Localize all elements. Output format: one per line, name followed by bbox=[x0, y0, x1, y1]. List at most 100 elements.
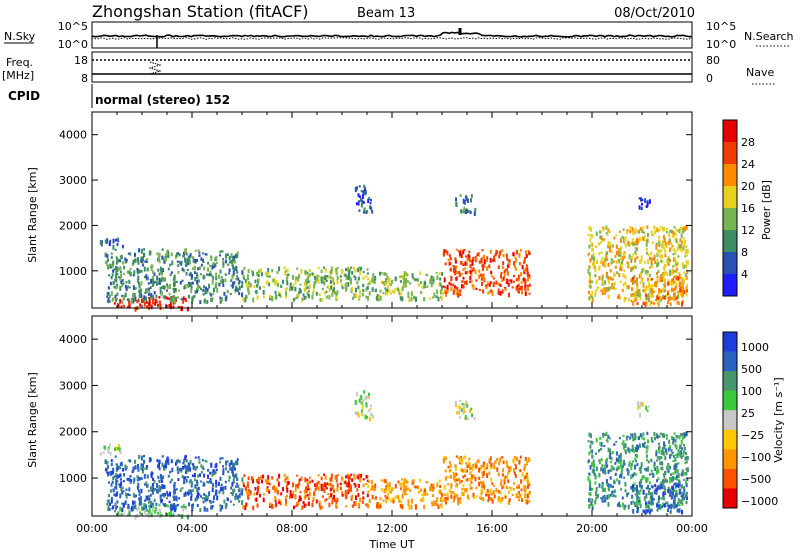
data-cell bbox=[455, 248, 458, 251]
data-cell bbox=[173, 496, 176, 501]
data-cell bbox=[372, 486, 375, 491]
data-cell bbox=[305, 279, 308, 284]
data-cell bbox=[153, 498, 156, 503]
data-cell bbox=[341, 494, 344, 497]
data-cell bbox=[524, 279, 527, 285]
data-cell bbox=[602, 433, 605, 436]
x-tick-label: 00:00 bbox=[676, 522, 708, 535]
data-cell bbox=[594, 292, 597, 297]
data-cell bbox=[305, 489, 308, 494]
data-cell bbox=[261, 479, 263, 484]
data-cell bbox=[493, 465, 496, 469]
nsearch-tick-top: 10^5 bbox=[706, 20, 736, 33]
data-cell bbox=[636, 484, 638, 490]
velocity-colorbar-label: Velocity [m s⁻¹] bbox=[772, 377, 785, 462]
data-cell bbox=[142, 463, 144, 469]
data-cell bbox=[353, 473, 356, 478]
data-cell bbox=[102, 444, 105, 450]
data-cell bbox=[368, 416, 371, 422]
data-cell bbox=[528, 491, 531, 495]
data-cell bbox=[449, 469, 452, 473]
data-cell bbox=[236, 253, 239, 259]
data-cell bbox=[289, 493, 292, 498]
data-cell bbox=[677, 290, 680, 294]
data-cell bbox=[641, 229, 644, 233]
data-cell bbox=[330, 493, 333, 498]
data-cell bbox=[306, 291, 309, 296]
data-cell bbox=[631, 276, 634, 281]
data-cell bbox=[115, 485, 118, 490]
data-cell bbox=[161, 272, 163, 276]
data-cell bbox=[433, 292, 436, 298]
data-cell bbox=[167, 474, 170, 478]
data-cell bbox=[186, 306, 189, 312]
data-cell bbox=[626, 492, 628, 498]
data-cell bbox=[279, 501, 282, 506]
data-cell bbox=[232, 281, 235, 287]
data-cell bbox=[515, 485, 518, 489]
data-cell bbox=[170, 299, 173, 302]
data-cell bbox=[492, 490, 495, 495]
data-cell bbox=[207, 474, 209, 479]
data-cell bbox=[150, 500, 153, 505]
data-cell bbox=[519, 493, 522, 498]
data-cell bbox=[104, 252, 107, 258]
data-cell bbox=[681, 447, 684, 451]
data-cell bbox=[630, 258, 633, 264]
data-cell bbox=[169, 305, 172, 310]
data-cell bbox=[681, 469, 684, 473]
data-cell bbox=[295, 483, 298, 488]
data-cell bbox=[324, 475, 327, 480]
data-cell bbox=[208, 283, 211, 289]
data-cell bbox=[125, 465, 128, 469]
data-cell bbox=[114, 248, 117, 251]
data-cell bbox=[366, 268, 369, 271]
data-cell bbox=[328, 288, 331, 292]
data-cell bbox=[151, 295, 154, 298]
data-cell bbox=[153, 291, 156, 295]
data-cell bbox=[662, 287, 665, 292]
data-cell bbox=[119, 493, 122, 499]
data-cell bbox=[306, 272, 309, 278]
data-cell bbox=[519, 248, 522, 252]
data-cell bbox=[656, 503, 659, 508]
data-cell bbox=[184, 454, 187, 459]
data-cell bbox=[515, 285, 518, 291]
data-cell bbox=[189, 460, 192, 465]
data-cell bbox=[231, 492, 234, 497]
data-cell bbox=[362, 478, 365, 481]
data-cell bbox=[318, 274, 321, 278]
data-cell bbox=[176, 296, 179, 299]
data-cell bbox=[391, 279, 394, 284]
data-cell bbox=[367, 198, 370, 203]
data-cell bbox=[113, 285, 116, 289]
data-cell bbox=[210, 293, 213, 297]
data-cell bbox=[237, 278, 240, 281]
data-cell bbox=[169, 301, 172, 306]
data-cell bbox=[508, 498, 511, 502]
nsky-label: N.Sky bbox=[4, 30, 36, 43]
data-cell bbox=[650, 500, 653, 504]
data-cell bbox=[674, 463, 676, 467]
data-cell bbox=[669, 477, 671, 481]
data-cell bbox=[619, 249, 622, 254]
data-cell bbox=[464, 267, 467, 270]
data-cell bbox=[323, 473, 326, 476]
data-cell bbox=[391, 497, 394, 501]
nsky-trace bbox=[91, 31, 692, 38]
data-cell bbox=[225, 253, 228, 259]
data-cell bbox=[645, 293, 647, 297]
data-cell bbox=[666, 258, 669, 264]
data-cell bbox=[651, 265, 654, 269]
data-cell bbox=[115, 275, 118, 278]
data-cell bbox=[605, 273, 608, 279]
data-cell bbox=[110, 496, 113, 501]
data-cell bbox=[246, 274, 249, 279]
data-cell bbox=[501, 289, 504, 294]
data-cell bbox=[671, 245, 674, 248]
data-cell bbox=[122, 272, 125, 275]
data-cell bbox=[450, 276, 453, 280]
data-cell bbox=[661, 447, 664, 452]
data-cell bbox=[511, 493, 514, 496]
